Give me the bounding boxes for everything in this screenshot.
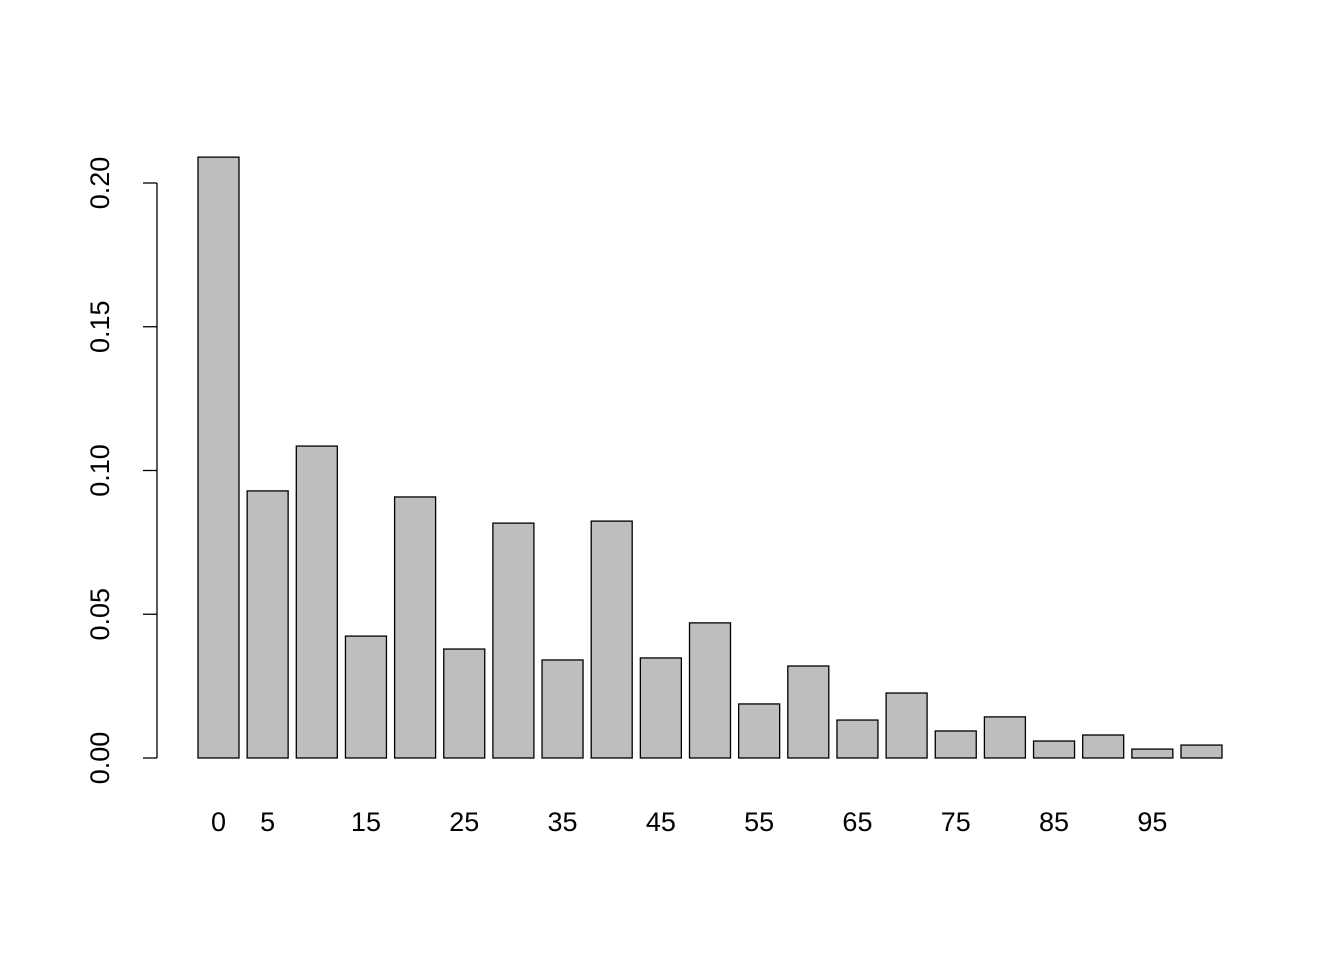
x-tick-label: 95 bbox=[1137, 807, 1167, 837]
bar bbox=[836, 719, 879, 759]
x-tick-label: 65 bbox=[842, 807, 872, 837]
bar bbox=[639, 657, 682, 759]
bar bbox=[246, 490, 289, 759]
bar bbox=[295, 445, 338, 759]
bar bbox=[1180, 744, 1223, 759]
y-tick-label: 0.20 bbox=[85, 157, 115, 210]
y-tick-label: 0.05 bbox=[85, 588, 115, 641]
bar bbox=[885, 692, 928, 759]
bar bbox=[688, 622, 732, 759]
y-tick-label: 0.10 bbox=[85, 444, 115, 497]
bar bbox=[541, 659, 584, 759]
x-tick-label: 25 bbox=[449, 807, 479, 837]
x-tick-label: 75 bbox=[941, 807, 971, 837]
bar bbox=[443, 648, 486, 759]
bar bbox=[1131, 748, 1174, 759]
bar bbox=[787, 665, 830, 759]
bar bbox=[983, 716, 1027, 759]
bar bbox=[738, 703, 781, 759]
bar bbox=[197, 156, 240, 759]
y-tick-label: 0.15 bbox=[85, 300, 115, 353]
bar bbox=[934, 730, 977, 759]
x-tick-label: 5 bbox=[260, 807, 275, 837]
bar bbox=[1082, 734, 1125, 759]
x-tick-label: 35 bbox=[548, 807, 578, 837]
bar bbox=[393, 496, 437, 759]
bar bbox=[590, 520, 633, 759]
bar bbox=[344, 635, 388, 759]
x-tick-label: 85 bbox=[1039, 807, 1069, 837]
x-tick-label: 15 bbox=[351, 807, 381, 837]
bar bbox=[492, 522, 535, 759]
x-tick-label: 45 bbox=[646, 807, 676, 837]
x-tick-label: 0 bbox=[211, 807, 226, 837]
y-tick-label: 0.00 bbox=[85, 732, 115, 785]
x-tick-label: 55 bbox=[744, 807, 774, 837]
bar bbox=[1032, 740, 1076, 759]
